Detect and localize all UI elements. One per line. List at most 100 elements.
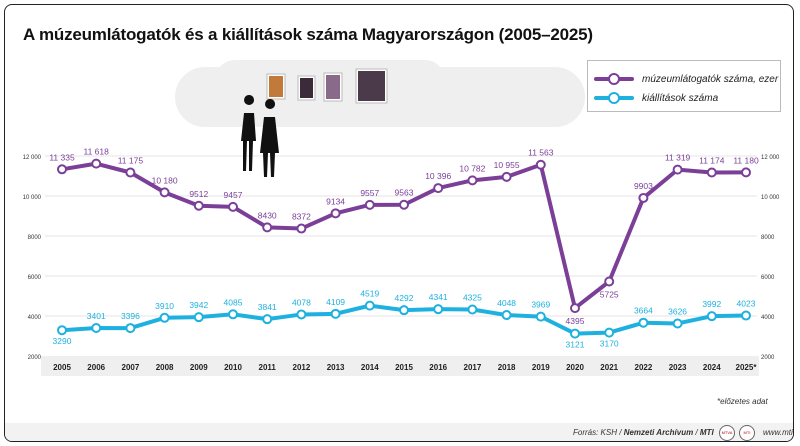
- visitors-data-label: 9903: [634, 181, 653, 191]
- visitors-point: [125, 167, 136, 178]
- legend-label-visitors: múzeumlátogatók száma, ezer: [642, 73, 779, 85]
- x-tick-label: 2013: [327, 363, 345, 372]
- visitors-point: [433, 183, 444, 194]
- exhibitions-point: [638, 317, 649, 328]
- y-tick-label: 10 000: [23, 195, 42, 201]
- chart-svg: 2000 4000 6000 8000 10 000 12 000 2000 4000 600…: [23, 68, 780, 376]
- visitors-point: [706, 167, 717, 178]
- source-separator: /: [695, 428, 698, 437]
- y-tick-label-right: 10 000: [761, 195, 780, 201]
- exhibitions-data-label: 3626: [668, 306, 687, 316]
- y-tick-label-right: 12 000: [761, 155, 780, 161]
- visitors-data-label: 9557: [360, 188, 379, 198]
- x-tick-label: 2015: [395, 363, 413, 372]
- exhibitions-data-label: 3942: [189, 300, 208, 310]
- painting: [358, 71, 385, 101]
- visitors-data-label: 11 180: [733, 155, 759, 165]
- visitors-data-label: 10 955: [494, 160, 520, 170]
- mtva-logo: MTVA: [719, 425, 735, 441]
- y-tick-label: 2000: [28, 355, 42, 361]
- visitors-data-label: 9512: [189, 189, 208, 199]
- exhibitions-point: [228, 309, 238, 320]
- exhibitions-point: [364, 300, 375, 311]
- visitors-point: [741, 167, 751, 178]
- x-tick-label: 2025*: [736, 363, 758, 372]
- exhibitions-point: [467, 304, 478, 315]
- x-tick-label: 2007: [122, 363, 140, 372]
- x-tick-label: 2009: [190, 363, 208, 372]
- exhibitions-point: [330, 308, 341, 319]
- exhibitions-point: [672, 318, 683, 329]
- y-tick-label: 8000: [28, 235, 42, 241]
- x-tick-label: 2005: [53, 363, 71, 372]
- x-axis-labels: 2005 2006 2007 2008 2009 2010 2011 2012 2013 2014…: [53, 363, 757, 372]
- visitors-point: [296, 223, 307, 234]
- painting: [326, 75, 340, 99]
- exhibitions-point: [706, 311, 717, 322]
- y-tick-label-right: 4000: [761, 315, 775, 321]
- source-prefix: Forrás: KSH /: [573, 428, 622, 437]
- visitors-data-label: 9457: [224, 190, 243, 200]
- x-tick-label: 2011: [259, 363, 277, 372]
- legend-item-visitors: múzeumlátogatók száma, ezer: [594, 71, 778, 87]
- x-tick-label: 2024: [703, 363, 721, 372]
- y-tick-label-right: 8000: [761, 235, 775, 241]
- x-axis-band: [41, 356, 759, 376]
- exhibitions-point: [399, 305, 409, 316]
- visitors-point: [501, 171, 512, 182]
- source-archive: Nemzeti Archívum: [623, 428, 694, 437]
- visitors-point: [467, 175, 478, 186]
- x-tick-label: 2017: [464, 363, 482, 372]
- visitors-point: [364, 199, 375, 210]
- visitors-data-label: 10 396: [425, 171, 451, 181]
- visitors-data-label: 11 319: [665, 153, 691, 163]
- x-tick-label: 2012: [293, 363, 311, 372]
- source-mti: MTI: [699, 428, 714, 437]
- exhibitions-data-label: 3396: [121, 311, 140, 321]
- legend-swatch-exhibitions: [594, 92, 634, 104]
- exhibitions-data-label: 3664: [634, 306, 653, 316]
- visitors-data-label: 11 174: [699, 156, 725, 166]
- exhibitions-data-label: 3121: [566, 340, 585, 350]
- exhibitions-point: [604, 327, 615, 338]
- exhibitions-point: [296, 309, 307, 320]
- chart-title: A múzeumlátogatók és a kiállítások száma…: [23, 25, 593, 44]
- exhibitions-point: [262, 314, 273, 325]
- exhibitions-data-label: 4023: [737, 299, 756, 309]
- visitors-point: [570, 303, 580, 314]
- exhibitions-point: [91, 322, 102, 333]
- person-silhouette: [241, 95, 256, 171]
- visitors-data-label: 10 782: [459, 163, 485, 173]
- x-tick-label: 2008: [156, 363, 174, 372]
- right-y-axis: 2000 4000 6000 8000 10 000 12 000: [761, 155, 780, 361]
- legend: múzeumlátogatók száma, ezer kiállítások …: [587, 60, 781, 112]
- x-tick-label: 2023: [669, 363, 687, 372]
- x-tick-label: 2014: [361, 363, 379, 372]
- footer-bar: [5, 423, 793, 441]
- visitors-data-label: 4395: [566, 316, 585, 326]
- x-tick-label: 2019: [532, 363, 550, 372]
- exhibitions-data-label: 3290: [53, 336, 72, 346]
- visitors-point: [330, 208, 341, 219]
- exhibitions-point: [159, 312, 170, 323]
- legend-item-exhibitions: kiállítások száma: [594, 90, 718, 106]
- x-tick-label: 2010: [224, 363, 242, 372]
- y-tick-label: 6000: [28, 275, 42, 281]
- exhibitions-point: [535, 311, 546, 322]
- website-url: www.mti.hu: [763, 428, 793, 437]
- person-silhouette: [260, 99, 279, 177]
- visitors-point: [604, 276, 615, 287]
- exhibitions-data-label: 3910: [155, 301, 174, 311]
- exhibitions-data-label: 3170: [600, 339, 619, 349]
- exhibitions-point: [57, 325, 67, 336]
- y-tick-label: 12 000: [23, 155, 42, 161]
- series-layer: 11 335 11 618 11 175 10 180 9512 9457 8430 8372…: [49, 147, 759, 350]
- exhibitions-data-label: 3841: [258, 302, 277, 312]
- footnote: *előzetes adat: [717, 397, 768, 406]
- visitors-data-label: 11 563: [528, 148, 554, 158]
- visitors-point: [399, 199, 409, 210]
- exhibitions-data-label: 4325: [463, 293, 482, 303]
- exhibitions-data-label: 4292: [395, 293, 414, 303]
- exhibitions-data-label: 4048: [497, 298, 516, 308]
- visitors-data-label: 11 175: [118, 156, 144, 166]
